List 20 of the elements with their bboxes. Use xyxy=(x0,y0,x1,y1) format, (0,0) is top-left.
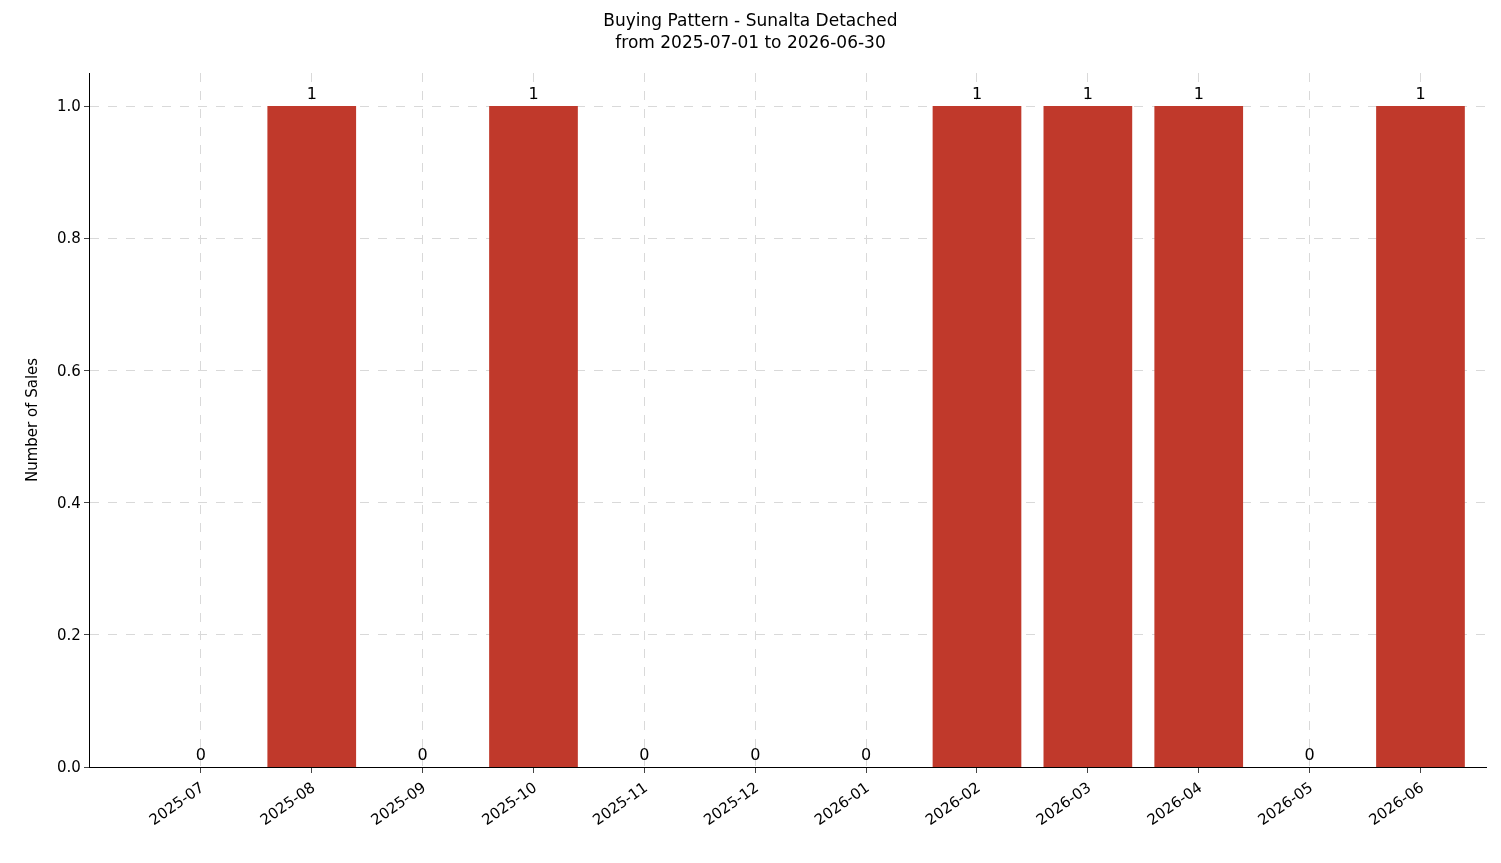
data-label: 1 xyxy=(1415,84,1426,104)
y-tick-label: 1.0 xyxy=(57,97,81,116)
data-label: 0 xyxy=(750,745,761,764)
data-label: 1 xyxy=(1082,84,1093,104)
y-tick-label: 0.6 xyxy=(57,361,81,380)
chart-title: Buying Pattern - Sunalta Detached from 2025-07-01 to 2026-06-30 xyxy=(603,9,898,52)
data-label: 0 xyxy=(861,745,872,764)
y-axis-title: Number of Sales xyxy=(23,357,42,483)
data-label: 0 xyxy=(639,745,650,764)
y-tick-label: 0.8 xyxy=(57,229,81,248)
data-label: 1 xyxy=(1193,84,1204,104)
data-label: 1 xyxy=(306,84,317,104)
y-tick-label: 0.4 xyxy=(57,493,81,512)
data-label: 0 xyxy=(195,745,206,764)
data-label: 1 xyxy=(971,84,983,104)
y-tick-label: 0.0 xyxy=(57,758,81,777)
data-label: 0 xyxy=(1304,745,1315,764)
y-tick-label: 0.2 xyxy=(57,626,81,645)
data-label: 0 xyxy=(417,745,428,764)
data-label: 1 xyxy=(528,84,539,104)
